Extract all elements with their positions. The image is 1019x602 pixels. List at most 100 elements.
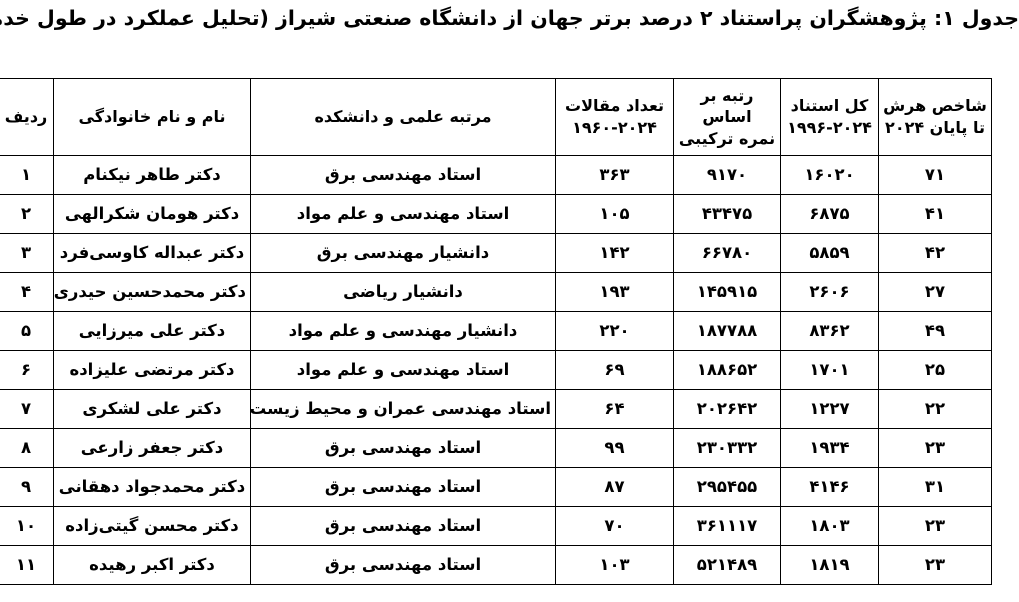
cell-total-citations: ۱۲۲۷ xyxy=(780,389,879,429)
cell-academic-rank: دانشیار مهندسی و علم مواد xyxy=(250,311,556,351)
column-header-paper-count: تعداد مقالات ۱۹۶۰-۲۰۲۴ xyxy=(555,78,674,156)
cell-row-number: ۱ xyxy=(0,155,54,195)
cell-h-index: ۴۱ xyxy=(878,194,992,234)
cell-row-number: ۱۱ xyxy=(0,545,54,585)
table-row: ۴۱ ۶۸۷۵ ۴۳۴۷۵ ۱۰۵ استاد مهندسی و علم موا… xyxy=(0,194,992,234)
cell-paper-count: ۱۹۳ xyxy=(555,272,674,312)
table-row: ۲۳ ۱۸۱۹ ۵۲۱۴۸۹ ۱۰۳ استاد مهندسی برق دکتر… xyxy=(0,545,992,585)
header-citations-line2: ۱۹۹۶-۲۰۲۴ xyxy=(787,118,872,137)
header-h-index-line1: شاخص هرش xyxy=(883,96,987,116)
table-container: شاخص هرش تا پایان ۲۰۲۴ کل استناد ۱۹۹۶-۲۰… xyxy=(0,78,992,585)
cell-academic-rank: استاد مهندسی برق xyxy=(250,428,556,468)
cell-full-name: دکتر محمدحسین حیدری xyxy=(53,272,251,312)
cell-composite-rank: ۲۰۲۶۴۲ xyxy=(673,389,781,429)
table-row: ۴۲ ۵۸۵۹ ۶۶۷۸۰ ۱۴۲ دانشیار مهندسی برق دکت… xyxy=(0,233,992,273)
cell-full-name: دکتر اکبر رهیده xyxy=(53,545,251,585)
cell-full-name: دکتر علی میرزایی xyxy=(53,311,251,351)
cell-composite-rank: ۱۸۷۷۸۸ xyxy=(673,311,781,351)
cell-academic-rank: استاد مهندسی عمران و محیط زیست xyxy=(250,389,556,429)
header-citations-line1: کل استناد xyxy=(790,96,869,116)
cell-total-citations: ۶۸۷۵ xyxy=(780,194,879,234)
cell-h-index: ۲۳ xyxy=(878,545,992,585)
researchers-table: شاخص هرش تا پایان ۲۰۲۴ کل استناد ۱۹۹۶-۲۰… xyxy=(0,78,992,585)
cell-total-citations: ۱۹۳۴ xyxy=(780,428,879,468)
cell-paper-count: ۸۷ xyxy=(555,467,674,507)
cell-row-number: ۹ xyxy=(0,467,54,507)
table-row: ۷۱ ۱۶۰۲۰ ۹۱۷۰ ۳۶۳ استاد مهندسی برق دکتر … xyxy=(0,155,992,195)
cell-academic-rank: استاد مهندسی برق xyxy=(250,506,556,546)
cell-composite-rank: ۶۶۷۸۰ xyxy=(673,233,781,273)
cell-total-citations: ۱۸۱۹ xyxy=(780,545,879,585)
cell-full-name: دکتر محمدجواد دهقانی xyxy=(53,467,251,507)
cell-paper-count: ۶۹ xyxy=(555,350,674,390)
column-header-row-number: ردیف xyxy=(0,78,54,156)
header-papers-line2: ۱۹۶۰-۲۰۲۴ xyxy=(572,118,657,137)
cell-row-number: ۱۰ xyxy=(0,506,54,546)
cell-paper-count: ۳۶۳ xyxy=(555,155,674,195)
cell-academic-rank: دانشیار ریاضی xyxy=(250,272,556,312)
cell-row-number: ۲ xyxy=(0,194,54,234)
cell-h-index: ۲۲ xyxy=(878,389,992,429)
cell-h-index: ۴۲ xyxy=(878,233,992,273)
cell-academic-rank: استاد مهندسی برق xyxy=(250,155,556,195)
header-papers-line1: تعداد مقالات xyxy=(565,96,664,116)
cell-total-citations: ۴۱۴۶ xyxy=(780,467,879,507)
table-row: ۲۷ ۲۶۰۶ ۱۴۵۹۱۵ ۱۹۳ دانشیار ریاضی دکتر مح… xyxy=(0,272,992,312)
header-rank-line1: رتبه بر اساس xyxy=(700,85,754,127)
column-header-total-citations: کل استناد ۱۹۹۶-۲۰۲۴ xyxy=(780,78,879,156)
cell-row-number: ۷ xyxy=(0,389,54,429)
cell-h-index: ۲۳ xyxy=(878,506,992,546)
table-row: ۲۳ ۱۹۳۴ ۲۳۰۳۳۲ ۹۹ استاد مهندسی برق دکتر … xyxy=(0,428,992,468)
cell-total-citations: ۲۶۰۶ xyxy=(780,272,879,312)
table-row: ۴۹ ۸۳۶۲ ۱۸۷۷۸۸ ۲۲۰ دانشیار مهندسی و علم … xyxy=(0,311,992,351)
cell-paper-count: ۷۰ xyxy=(555,506,674,546)
table-row: ۲۵ ۱۷۰۱ ۱۸۸۶۵۲ ۶۹ استاد مهندسی و علم موا… xyxy=(0,350,992,390)
cell-paper-count: ۶۴ xyxy=(555,389,674,429)
cell-h-index: ۲۵ xyxy=(878,350,992,390)
cell-row-number: ۴ xyxy=(0,272,54,312)
cell-h-index: ۷۱ xyxy=(878,155,992,195)
table-row: ۳۱ ۴۱۴۶ ۲۹۵۴۵۵ ۸۷ استاد مهندسی برق دکتر … xyxy=(0,467,992,507)
cell-full-name: دکتر هومان شکرالهی xyxy=(53,194,251,234)
column-header-academic-rank: مرتبه علمی و دانشکده xyxy=(250,78,556,156)
cell-academic-rank: استاد مهندسی و علم مواد xyxy=(250,194,556,234)
cell-full-name: دکتر محسن گیتی‌زاده xyxy=(53,506,251,546)
cell-row-number: ۵ xyxy=(0,311,54,351)
cell-full-name: دکتر علی لشکری xyxy=(53,389,251,429)
cell-full-name: دکتر مرتضی علیزاده xyxy=(53,350,251,390)
cell-academic-rank: استاد مهندسی برق xyxy=(250,467,556,507)
cell-academic-rank: دانشیار مهندسی برق xyxy=(250,233,556,273)
cell-paper-count: ۱۰۵ xyxy=(555,194,674,234)
cell-paper-count: ۱۰۳ xyxy=(555,545,674,585)
cell-row-number: ۶ xyxy=(0,350,54,390)
cell-total-citations: ۸۳۶۲ xyxy=(780,311,879,351)
cell-row-number: ۳ xyxy=(0,233,54,273)
header-row: شاخص هرش تا پایان ۲۰۲۴ کل استناد ۱۹۹۶-۲۰… xyxy=(0,78,992,156)
cell-composite-rank: ۴۳۴۷۵ xyxy=(673,194,781,234)
cell-total-citations: ۵۸۵۹ xyxy=(780,233,879,273)
cell-composite-rank: ۵۲۱۴۸۹ xyxy=(673,545,781,585)
cell-composite-rank: ۲۳۰۳۳۲ xyxy=(673,428,781,468)
cell-full-name: دکتر طاهر نیکنام xyxy=(53,155,251,195)
cell-h-index: ۴۹ xyxy=(878,311,992,351)
table-body: ۷۱ ۱۶۰۲۰ ۹ ۱ ۷۰ ۳۶۳ استاد مهندسی برق دکتر … xyxy=(0,155,992,585)
cell-total-citations: ۱۶۰۲۰ xyxy=(780,155,879,195)
cell-total-citations: ۱۷۰۱ xyxy=(780,350,879,390)
cell-paper-count: ۱۴۲ xyxy=(555,233,674,273)
header-h-index-line2: تا پایان ۲۰۲۴ xyxy=(885,118,985,137)
table-header: شاخص هرش تا پایان ۲۰۲۴ کل استناد ۱۹۹۶-۲۰… xyxy=(0,78,992,156)
header-rank-line2: نمره ترکیبی xyxy=(678,128,776,148)
cell-academic-rank: استاد مهندسی و علم مواد xyxy=(250,350,556,390)
table-row: ۲۲ ۱۲۲۷ ۲۰۲۶۴۲ ۶۴ استاد مهندسی عمران و م… xyxy=(0,389,992,429)
column-header-h-index: شاخص هرش تا پایان ۲۰۲۴ xyxy=(878,78,992,156)
cell-academic-rank: استاد مهندسی برق xyxy=(250,545,556,585)
cell-composite-rank: ۲۹۵۴۵۵ xyxy=(673,467,781,507)
cell-full-name: دکتر عبداله کاوسی‌فرد xyxy=(53,233,251,273)
column-header-full-name: نام و نام خانوادگی xyxy=(53,78,251,156)
cell-h-index: ۲۳ xyxy=(878,428,992,468)
cell-composite-rank: ۳۶۱۱۱۷ xyxy=(673,506,781,546)
cell-paper-count: ۹۹ xyxy=(555,428,674,468)
table-caption: جدول ۱: پژوهشگران پراستناد ۲ درصد برتر ج… xyxy=(0,6,1019,30)
cell-h-index: ۲۷ xyxy=(878,272,992,312)
